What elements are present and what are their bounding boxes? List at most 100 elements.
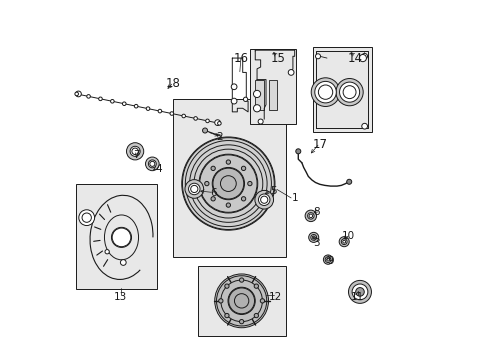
Circle shape (205, 119, 209, 123)
Circle shape (243, 97, 247, 102)
Circle shape (341, 239, 346, 244)
Circle shape (110, 99, 114, 103)
Circle shape (75, 92, 78, 96)
Circle shape (258, 119, 263, 124)
Text: 16: 16 (233, 51, 248, 64)
Circle shape (314, 81, 336, 103)
Text: 7: 7 (133, 150, 140, 160)
Circle shape (346, 179, 351, 184)
Circle shape (339, 237, 348, 247)
Circle shape (202, 128, 207, 133)
Text: 18: 18 (165, 77, 180, 90)
Circle shape (126, 143, 143, 160)
Circle shape (348, 280, 371, 303)
Text: 13: 13 (114, 292, 127, 302)
Text: 4: 4 (155, 164, 162, 174)
Circle shape (231, 98, 237, 104)
Circle shape (258, 194, 269, 206)
Bar (76, 184, 156, 289)
Circle shape (184, 180, 203, 198)
Bar (249, 49, 296, 125)
Circle shape (224, 284, 228, 288)
Text: 3: 3 (312, 238, 319, 248)
Circle shape (145, 157, 159, 171)
Circle shape (335, 78, 363, 106)
Circle shape (218, 299, 223, 303)
Circle shape (310, 234, 316, 240)
Circle shape (217, 122, 221, 125)
Circle shape (359, 54, 366, 62)
Text: 10: 10 (341, 231, 354, 240)
Circle shape (241, 197, 245, 201)
Circle shape (210, 166, 215, 171)
Circle shape (287, 69, 293, 75)
Circle shape (254, 284, 258, 288)
Circle shape (182, 137, 274, 230)
Circle shape (76, 91, 81, 97)
Text: 1: 1 (291, 193, 297, 203)
Circle shape (305, 210, 316, 222)
Circle shape (120, 260, 126, 265)
Circle shape (231, 84, 237, 90)
Circle shape (239, 319, 244, 324)
Text: 15: 15 (270, 51, 285, 64)
Circle shape (212, 167, 244, 200)
Text: 8: 8 (312, 207, 319, 217)
Circle shape (111, 227, 131, 247)
Circle shape (130, 146, 140, 156)
Circle shape (188, 183, 200, 195)
Circle shape (361, 123, 367, 129)
Text: 6: 6 (210, 188, 217, 198)
Circle shape (325, 257, 330, 262)
Text: 14: 14 (347, 51, 363, 64)
Circle shape (227, 287, 255, 315)
Circle shape (247, 181, 251, 186)
Bar (198, 266, 285, 336)
Circle shape (307, 213, 313, 219)
Circle shape (79, 210, 94, 226)
Circle shape (204, 181, 208, 186)
Circle shape (241, 166, 245, 171)
Circle shape (214, 120, 220, 126)
Circle shape (122, 102, 126, 105)
Circle shape (253, 105, 260, 112)
Circle shape (339, 82, 359, 102)
Bar (255, 80, 264, 110)
Circle shape (199, 154, 257, 213)
Circle shape (355, 288, 364, 296)
Circle shape (308, 232, 318, 242)
Circle shape (158, 109, 162, 113)
Circle shape (86, 95, 90, 98)
Circle shape (295, 149, 300, 154)
Text: 2: 2 (216, 132, 222, 142)
Circle shape (182, 114, 185, 118)
Circle shape (214, 274, 268, 328)
Circle shape (253, 90, 260, 98)
Circle shape (99, 97, 102, 101)
Bar (172, 99, 285, 257)
Circle shape (226, 160, 230, 164)
Text: 5: 5 (269, 186, 276, 196)
Bar (312, 47, 371, 132)
Circle shape (105, 249, 109, 254)
Circle shape (210, 197, 215, 201)
Circle shape (361, 53, 367, 59)
Text: 9: 9 (326, 256, 333, 266)
Text: 11: 11 (350, 292, 364, 302)
Circle shape (239, 278, 244, 282)
Bar (268, 80, 276, 110)
Circle shape (323, 255, 332, 264)
Text: 17: 17 (312, 138, 326, 150)
Circle shape (146, 107, 149, 111)
Circle shape (170, 112, 173, 115)
Circle shape (193, 117, 197, 120)
Circle shape (254, 190, 273, 209)
Circle shape (148, 160, 156, 168)
Circle shape (254, 314, 258, 318)
Circle shape (310, 78, 339, 107)
Circle shape (315, 54, 320, 59)
Circle shape (134, 104, 138, 108)
Circle shape (226, 203, 230, 207)
Circle shape (260, 299, 264, 303)
Circle shape (351, 284, 367, 300)
